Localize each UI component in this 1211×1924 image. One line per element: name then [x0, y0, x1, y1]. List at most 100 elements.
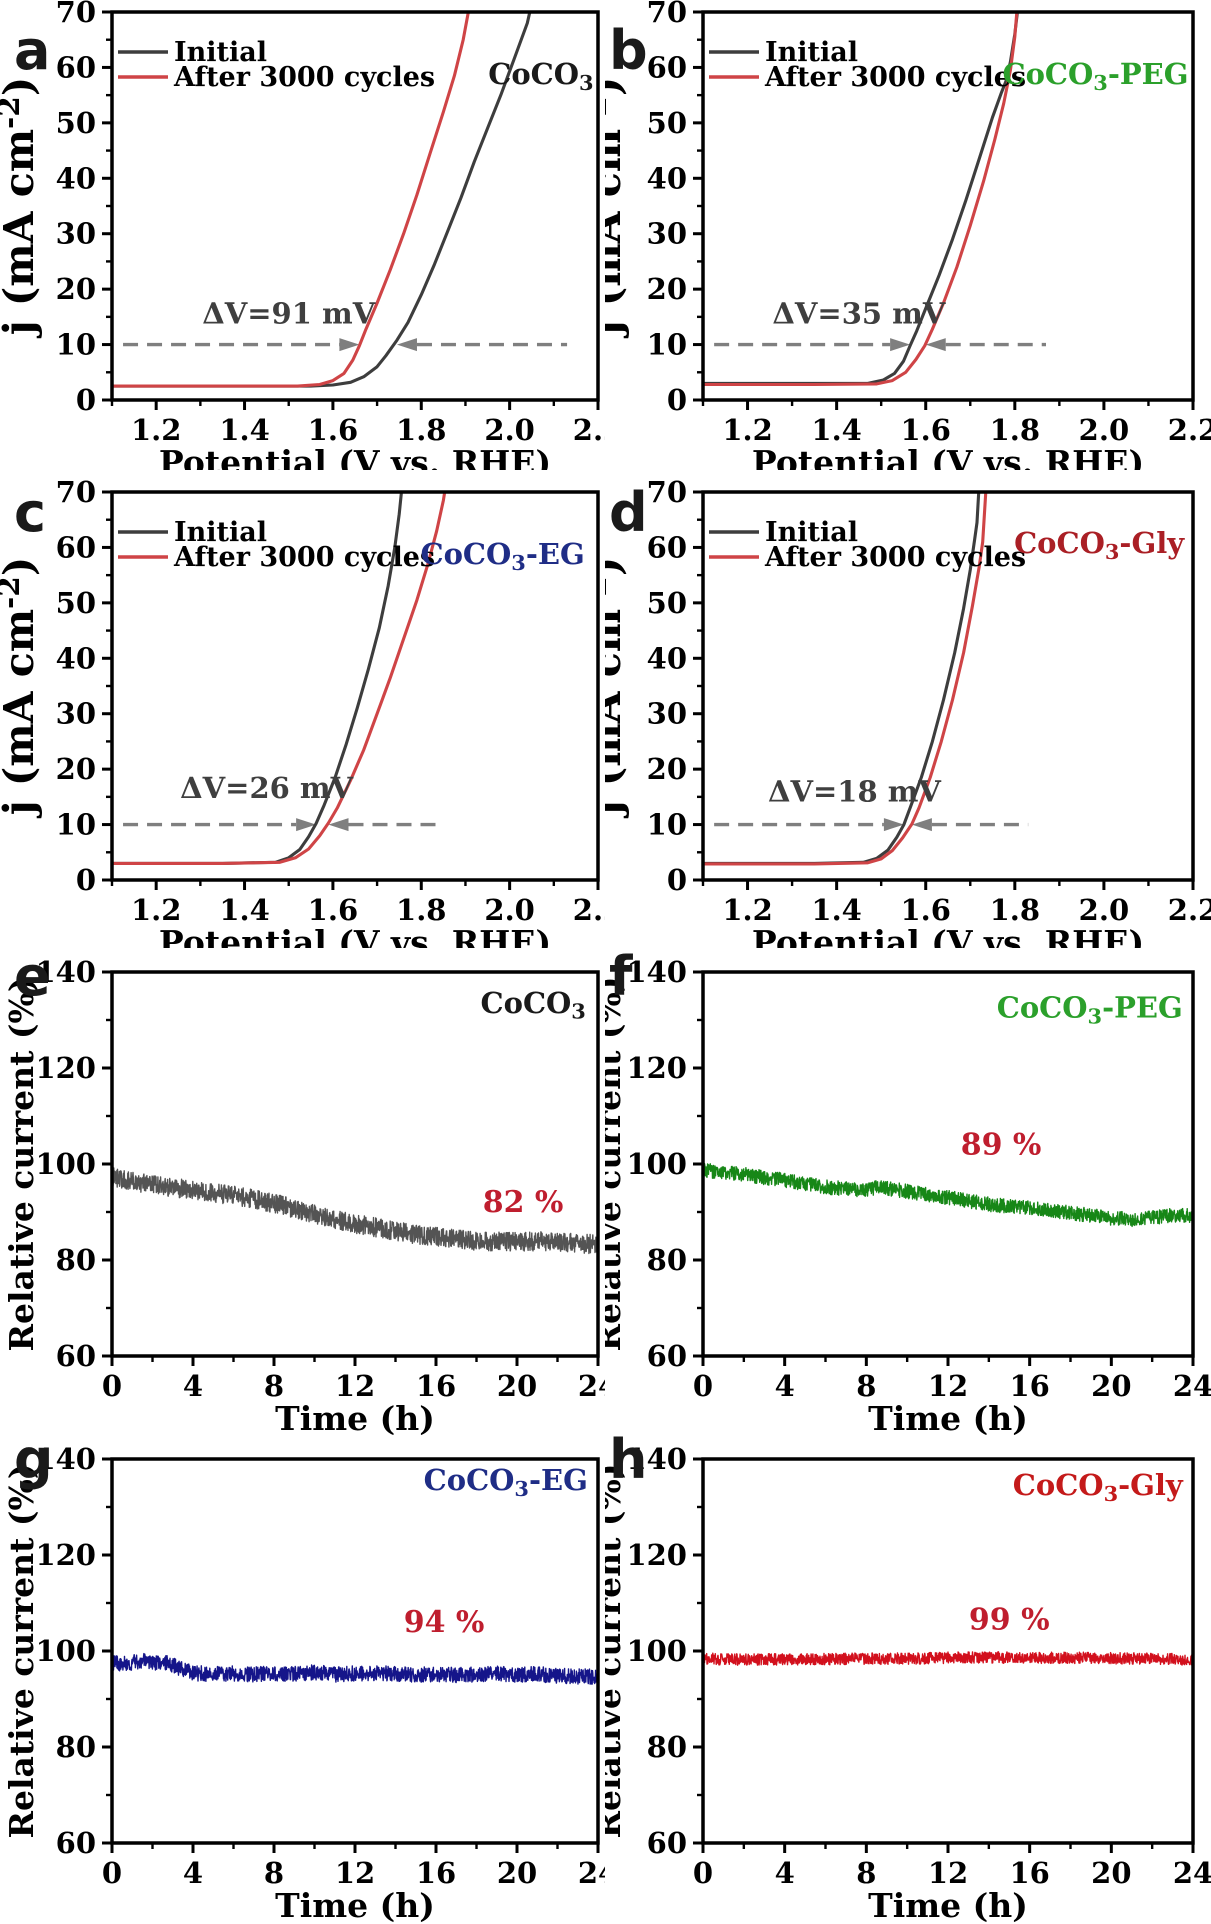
- svg-text:40: 40: [56, 641, 96, 675]
- svg-text:40: 40: [647, 641, 687, 675]
- panel-g: g 0 4 8 12 16 20 24 60 80 100 120 140 Time (h) Relati…: [0, 1433, 605, 1924]
- svg-text:82 %: 82 %: [483, 1185, 564, 1220]
- svg-text:1.8: 1.8: [990, 893, 1040, 927]
- svg-text:4: 4: [775, 1369, 795, 1403]
- svg-text:1.2: 1.2: [722, 413, 772, 447]
- svg-text:120: 120: [35, 1538, 96, 1572]
- svg-text:1.8: 1.8: [990, 413, 1040, 447]
- svg-text:20: 20: [1091, 1856, 1131, 1890]
- plot-lsv-coco3-gly: 1.2 1.4 1.6 1.8 2.0 2.2 0 10 20 30 40 50 60 70 Potenti…: [605, 475, 1211, 948]
- svg-text:50: 50: [56, 106, 96, 140]
- plot-stability-coco3: 0 4 8 12 16 20 24 60 80 100 120 140 Time (h) Relative…: [2, 955, 605, 1435]
- svg-text:20: 20: [1091, 1369, 1131, 1403]
- svg-text:50: 50: [647, 586, 687, 620]
- svg-text:60: 60: [647, 1339, 687, 1373]
- svg-text:12: 12: [335, 1369, 375, 1403]
- svg-text:120: 120: [626, 1051, 687, 1085]
- svg-text:16: 16: [1009, 1856, 1049, 1890]
- svg-text:40: 40: [56, 161, 96, 195]
- svg-text:30: 30: [56, 697, 96, 731]
- svg-text:Time (h): Time (h): [868, 1886, 1028, 1924]
- svg-text:80: 80: [647, 1730, 687, 1764]
- svg-text:24: 24: [1173, 1856, 1211, 1890]
- svg-text:Potential (V vs. RHE): Potential (V vs. RHE): [752, 923, 1144, 948]
- svg-text:2.2: 2.2: [1168, 893, 1211, 927]
- svg-text:24: 24: [1173, 1369, 1211, 1403]
- svg-text:0: 0: [102, 1856, 122, 1890]
- svg-text:24: 24: [578, 1856, 605, 1890]
- svg-text:16: 16: [416, 1856, 456, 1890]
- svg-text:ΔV=26 mV: ΔV=26 mV: [180, 771, 353, 805]
- svg-text:CoCO3: CoCO3: [481, 986, 586, 1024]
- svg-text:80: 80: [56, 1243, 96, 1277]
- svg-text:89 %: 89 %: [961, 1127, 1042, 1162]
- svg-text:After 3000 cycles: After 3000 cycles: [764, 62, 1026, 93]
- svg-text:After 3000 cycles: After 3000 cycles: [764, 542, 1026, 573]
- svg-text:30: 30: [56, 217, 96, 251]
- panel-a: a 1.2 1.4 1.6 1.8 2.0 2.2 0 10 20 30 40 50 60 70 Poten…: [0, 0, 605, 470]
- svg-text:j (mA cm-2): j (mA cm-2): [605, 77, 630, 340]
- panel-d: d 1.2 1.4 1.6 1.8 2.0 2.2 0 10 20 30 40 50 60 70 Poten…: [605, 470, 1211, 948]
- svg-text:0: 0: [667, 383, 687, 417]
- svg-text:70: 70: [647, 475, 687, 509]
- svg-text:Time (h): Time (h): [275, 1399, 435, 1435]
- svg-text:20: 20: [647, 272, 687, 306]
- svg-text:140: 140: [35, 955, 96, 989]
- panel-letter-b: b: [609, 19, 648, 82]
- panel-h: h 0 4 8 12 16 20 24 60 80 100 120 140 Time (h) Relati…: [605, 1433, 1211, 1924]
- svg-text:20: 20: [647, 752, 687, 786]
- svg-text:60: 60: [647, 50, 687, 84]
- svg-text:60: 60: [56, 50, 96, 84]
- svg-text:4: 4: [183, 1369, 203, 1403]
- svg-text:Time (h): Time (h): [868, 1399, 1028, 1435]
- svg-text:8: 8: [264, 1856, 284, 1890]
- svg-text:140: 140: [626, 955, 687, 989]
- svg-text:8: 8: [264, 1369, 284, 1403]
- svg-text:1.6: 1.6: [308, 413, 358, 447]
- svg-text:After 3000 cycles: After 3000 cycles: [173, 542, 435, 573]
- svg-text:1.4: 1.4: [219, 413, 269, 447]
- svg-text:16: 16: [1009, 1369, 1049, 1403]
- svg-text:120: 120: [626, 1538, 687, 1572]
- svg-text:20: 20: [56, 752, 96, 786]
- svg-text:8: 8: [856, 1856, 876, 1890]
- svg-text:After 3000 cycles: After 3000 cycles: [173, 62, 435, 93]
- svg-text:Initial: Initial: [765, 37, 858, 68]
- svg-text:60: 60: [647, 530, 687, 564]
- svg-text:1.4: 1.4: [219, 893, 269, 927]
- svg-text:8: 8: [856, 1369, 876, 1403]
- svg-text:60: 60: [56, 530, 96, 564]
- svg-text:12: 12: [928, 1369, 968, 1403]
- svg-text:10: 10: [56, 328, 96, 362]
- svg-text:60: 60: [56, 1339, 96, 1373]
- svg-text:70: 70: [647, 0, 687, 29]
- svg-text:1.2: 1.2: [722, 893, 772, 927]
- svg-text:30: 30: [647, 697, 687, 731]
- svg-text:0: 0: [693, 1856, 713, 1890]
- svg-text:Potential (V vs. RHE): Potential (V vs. RHE): [752, 443, 1144, 470]
- panel-c: c 1.2 1.4 1.6 1.8 2.0 2.2 0 10 20 30 40 50 60 70 Poten…: [0, 470, 605, 948]
- svg-text:2.2: 2.2: [1168, 413, 1211, 447]
- svg-text:0: 0: [76, 383, 96, 417]
- svg-text:CoCO3: CoCO3: [488, 57, 593, 95]
- svg-text:0: 0: [76, 863, 96, 897]
- svg-text:60: 60: [647, 1826, 687, 1860]
- svg-text:20: 20: [56, 272, 96, 306]
- svg-text:Initial: Initial: [174, 37, 267, 68]
- svg-text:16: 16: [416, 1369, 456, 1403]
- svg-text:20: 20: [497, 1369, 537, 1403]
- svg-text:140: 140: [35, 1442, 96, 1476]
- panel-letter-f: f: [609, 945, 633, 1008]
- svg-text:1.8: 1.8: [396, 893, 446, 927]
- svg-text:50: 50: [647, 106, 687, 140]
- svg-text:70: 70: [56, 0, 96, 29]
- svg-text:40: 40: [647, 161, 687, 195]
- svg-text:j (mA cm-2): j (mA cm-2): [0, 77, 43, 340]
- plot-stability-coco3-gly: 0 4 8 12 16 20 24 60 80 100 120 140 Time (h) Relative…: [605, 1442, 1211, 1924]
- svg-text:j (mA cm-2): j (mA cm-2): [605, 557, 630, 820]
- svg-text:80: 80: [647, 1243, 687, 1277]
- svg-text:20: 20: [497, 1856, 537, 1890]
- svg-text:2.0: 2.0: [1079, 893, 1129, 927]
- panel-e: e 0 4 8 12 16 20 24 60 80 100 120 140 Time (h) Relati…: [0, 948, 605, 1436]
- svg-text:100: 100: [626, 1634, 687, 1668]
